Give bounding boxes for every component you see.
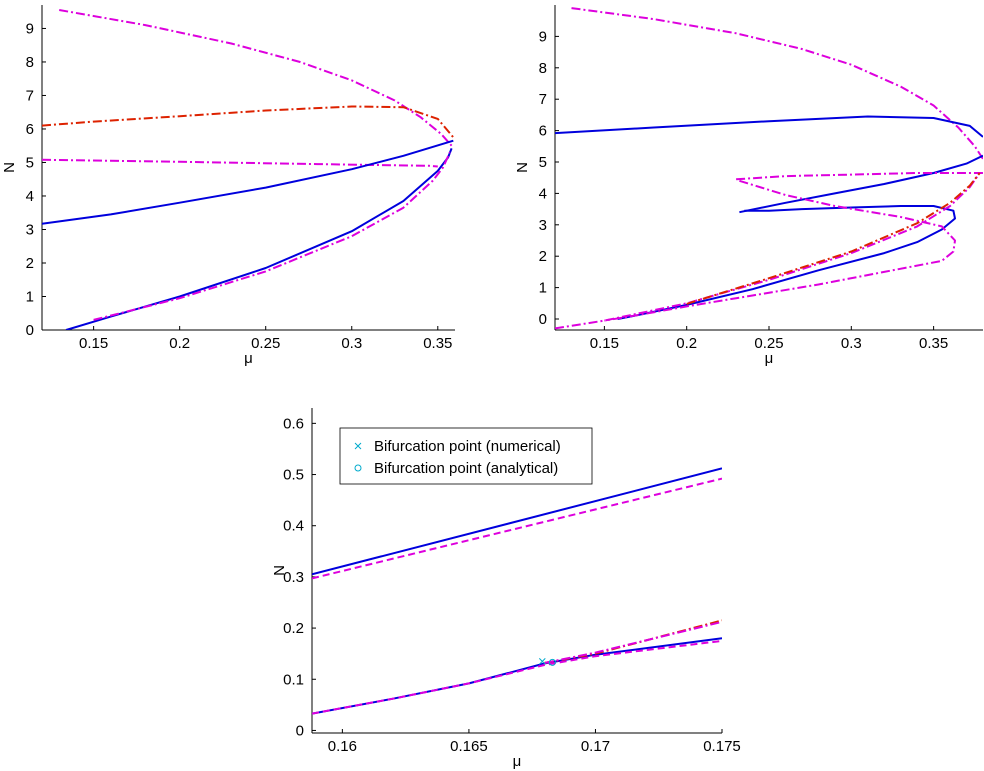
series-line-3 bbox=[617, 205, 956, 320]
series-group bbox=[555, 7, 983, 330]
y-tick-label: 0 bbox=[539, 311, 547, 328]
series-line-7 bbox=[555, 172, 981, 330]
x-axis-label: μ bbox=[244, 350, 253, 367]
series-line-2 bbox=[555, 115, 983, 138]
series-line-6 bbox=[93, 151, 451, 321]
series-line-3 bbox=[42, 158, 438, 168]
y-axis-label: N bbox=[271, 565, 288, 576]
x-tick-label: 0.16 bbox=[328, 738, 357, 755]
legend-box bbox=[339, 427, 593, 485]
y-tick-label: 0.5 bbox=[283, 467, 304, 484]
y-tick-label: 8 bbox=[26, 54, 34, 71]
y-tick-label: 0.6 bbox=[283, 415, 304, 432]
y-tick-label: 1 bbox=[26, 288, 34, 305]
y-tick-label: 3 bbox=[26, 221, 34, 238]
chart-panel-3: 0.16 0.165 0.17 0.175 0 0.1 0.2 0.3 0.4 0.5 0.6 μ N B… bbox=[271, 408, 741, 770]
x-tick-label: 0.3 bbox=[841, 335, 862, 352]
series-line-6 bbox=[544, 620, 722, 664]
series-line-4 bbox=[42, 139, 454, 225]
legend-entry: Bifurcation point (numerical) bbox=[374, 438, 561, 455]
y-tick-label: 2 bbox=[26, 255, 34, 272]
x-tick-label: 0.17 bbox=[581, 738, 610, 755]
x-tick-label: 0.15 bbox=[590, 335, 619, 352]
series-line-6 bbox=[604, 179, 956, 322]
series-line-5 bbox=[736, 172, 983, 181]
y-tick-label: 9 bbox=[26, 20, 34, 37]
y-tick-label: 0.1 bbox=[283, 671, 304, 688]
x-axis-label: μ bbox=[765, 350, 774, 367]
y-axis-label: N bbox=[514, 162, 531, 173]
x-tick-label: 0.25 bbox=[754, 335, 783, 352]
series-line-2 bbox=[312, 477, 722, 580]
series-line-8 bbox=[686, 172, 981, 305]
legend-entry: Bifurcation point (analytical) bbox=[374, 460, 558, 477]
marker-analytical bbox=[548, 658, 556, 666]
series-line-3 bbox=[312, 637, 722, 715]
series-line-4 bbox=[312, 639, 722, 715]
y-tick-label: 7 bbox=[539, 91, 547, 108]
series-line-1 bbox=[312, 467, 722, 576]
y-tick-label: 0 bbox=[26, 322, 34, 339]
marker-numerical bbox=[538, 657, 546, 665]
y-tick-label: 2 bbox=[539, 248, 547, 265]
y-tick-label: 6 bbox=[539, 123, 547, 140]
series-group bbox=[312, 467, 722, 715]
y-tick-label: 9 bbox=[539, 28, 547, 45]
y-tick-label: 3 bbox=[539, 217, 547, 234]
y-tick-label: 4 bbox=[26, 188, 34, 205]
y-tick-label: 7 bbox=[26, 87, 34, 104]
chart-panel-1: 0.15 0.2 0.25 0.3 0.35 0 1 2 3 4 5 6 7 8 9 μ N bbox=[1, 5, 455, 367]
series-group bbox=[42, 9, 455, 330]
series-line-2 bbox=[42, 105, 455, 138]
x-tick-label: 0.2 bbox=[676, 335, 697, 352]
y-tick-label: 0.4 bbox=[283, 518, 304, 535]
y-tick-label: 0 bbox=[296, 722, 304, 739]
x-tick-label: 0.25 bbox=[251, 335, 280, 352]
y-tick-label: 0.3 bbox=[283, 569, 304, 586]
series-line-4 bbox=[739, 154, 983, 214]
y-tick-label: 4 bbox=[539, 185, 547, 202]
y-tick-label: 6 bbox=[26, 121, 34, 138]
x-axis-label: μ bbox=[513, 753, 522, 770]
x-tick-label: 0.2 bbox=[169, 335, 190, 352]
y-tick-label: 8 bbox=[539, 60, 547, 77]
legend-marker-numerical bbox=[354, 442, 362, 450]
series-line-1 bbox=[571, 7, 983, 160]
y-tick-label: 5 bbox=[539, 154, 547, 171]
x-tick-label: 0.175 bbox=[703, 738, 741, 755]
y-tick-label: 5 bbox=[26, 154, 34, 171]
x-tick-label: 0.3 bbox=[341, 335, 362, 352]
y-tick-label: 0.2 bbox=[283, 620, 304, 637]
series-line-1 bbox=[59, 9, 453, 147]
x-tick-label: 0.165 bbox=[450, 738, 488, 755]
chart-panel-2: 0.15 0.2 0.25 0.3 0.35 0 1 2 3 4 5 6 7 8 9 μ N bbox=[514, 5, 983, 367]
x-tick-label: 0.35 bbox=[423, 335, 452, 352]
y-tick-label: 1 bbox=[539, 280, 547, 297]
legend-marker-analytical bbox=[354, 464, 362, 472]
x-tick-label: 0.15 bbox=[79, 335, 108, 352]
y-axis-label: N bbox=[1, 162, 18, 173]
x-tick-label: 0.35 bbox=[919, 335, 948, 352]
series-line-5 bbox=[65, 148, 453, 330]
